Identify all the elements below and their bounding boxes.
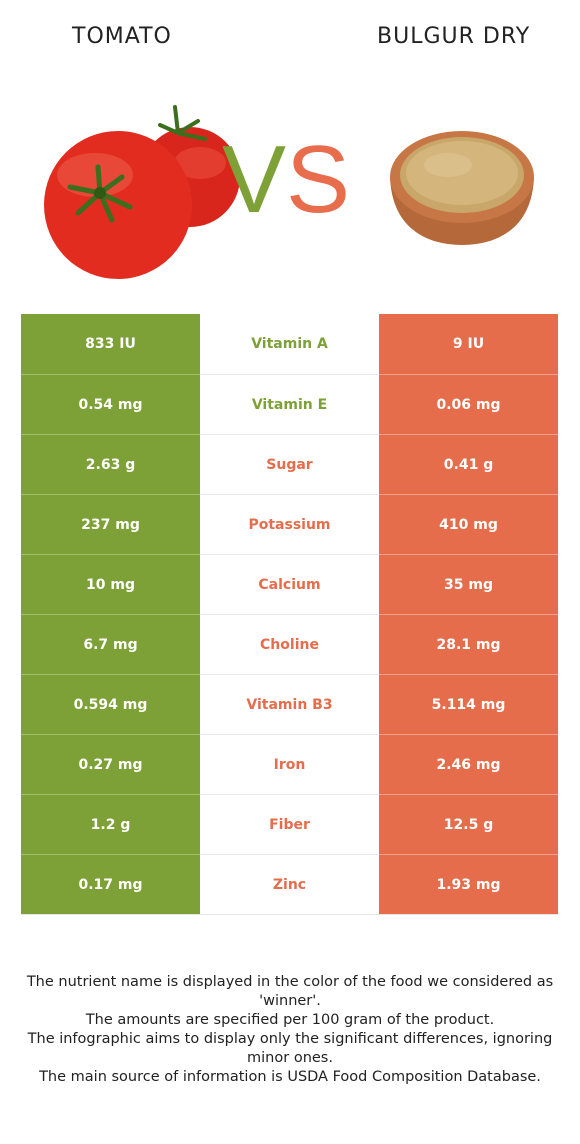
food-images [44, 105, 534, 279]
footer-line: The infographic aims to display only the… [27, 1031, 553, 1066]
table-row: 1.2 g Fiber 12.5 g [21, 794, 558, 854]
right-value: 410 mg [379, 494, 558, 554]
table-row: 0.17 mg Zinc 1.93 mg [21, 854, 558, 914]
table-row: 237 mg Potassium 410 mg [21, 494, 558, 554]
right-value: 0.06 mg [379, 374, 558, 434]
nutrient-name: Sugar [200, 434, 379, 494]
nutrient-name: Calcium [200, 554, 379, 614]
table-row: 0.594 mg Vitamin B3 5.114 mg [21, 674, 558, 734]
bulgur-image [390, 131, 534, 245]
table-row: 10 mg Calcium 35 mg [21, 554, 558, 614]
left-value: 237 mg [21, 494, 200, 554]
left-food-title: TOMATO [72, 24, 172, 49]
left-value: 1.2 g [21, 794, 200, 854]
nutrient-name: Fiber [200, 794, 379, 854]
right-value: 12.5 g [379, 794, 558, 854]
nutrient-name: Zinc [200, 854, 379, 914]
right-value: 9 IU [379, 314, 558, 374]
vs-letter-s: S [286, 126, 351, 233]
right-food-title: BULGUR DRY [377, 24, 531, 49]
nutrient-name: Iron [200, 734, 379, 794]
footer-line: The nutrient name is displayed in the co… [26, 974, 554, 1009]
nutrient-name: Choline [200, 614, 379, 674]
left-value: 10 mg [21, 554, 200, 614]
nutrient-name: Potassium [200, 494, 379, 554]
nutrient-name: Vitamin B3 [200, 674, 379, 734]
tomato-image [44, 105, 240, 279]
left-value: 0.594 mg [21, 674, 200, 734]
table-row: 0.27 mg Iron 2.46 mg [21, 734, 558, 794]
right-value: 28.1 mg [379, 614, 558, 674]
table-row: 6.7 mg Choline 28.1 mg [21, 614, 558, 674]
footer-line: The main source of information is USDA F… [39, 1069, 541, 1085]
footer-line: The amounts are specified per 100 gram o… [85, 1012, 495, 1028]
table-row: 0.54 mg Vitamin E 0.06 mg [21, 374, 558, 434]
right-value: 5.114 mg [379, 674, 558, 734]
right-value: 0.41 g [379, 434, 558, 494]
right-value: 1.93 mg [379, 854, 558, 914]
nutrient-name: Vitamin E [200, 374, 379, 434]
left-value: 6.7 mg [21, 614, 200, 674]
right-value: 2.46 mg [379, 734, 558, 794]
nutrient-name: Vitamin A [200, 314, 379, 374]
versus-label: VS [222, 132, 350, 228]
left-value: 0.27 mg [21, 734, 200, 794]
vs-letter-v: V [222, 126, 287, 233]
right-value: 35 mg [379, 554, 558, 614]
table-row: 2.63 g Sugar 0.41 g [21, 434, 558, 494]
left-value: 0.17 mg [21, 854, 200, 914]
footer-notes: The nutrient name is displayed in the co… [14, 973, 566, 1087]
left-value: 833 IU [21, 314, 200, 374]
left-value: 2.63 g [21, 434, 200, 494]
left-value: 0.54 mg [21, 374, 200, 434]
